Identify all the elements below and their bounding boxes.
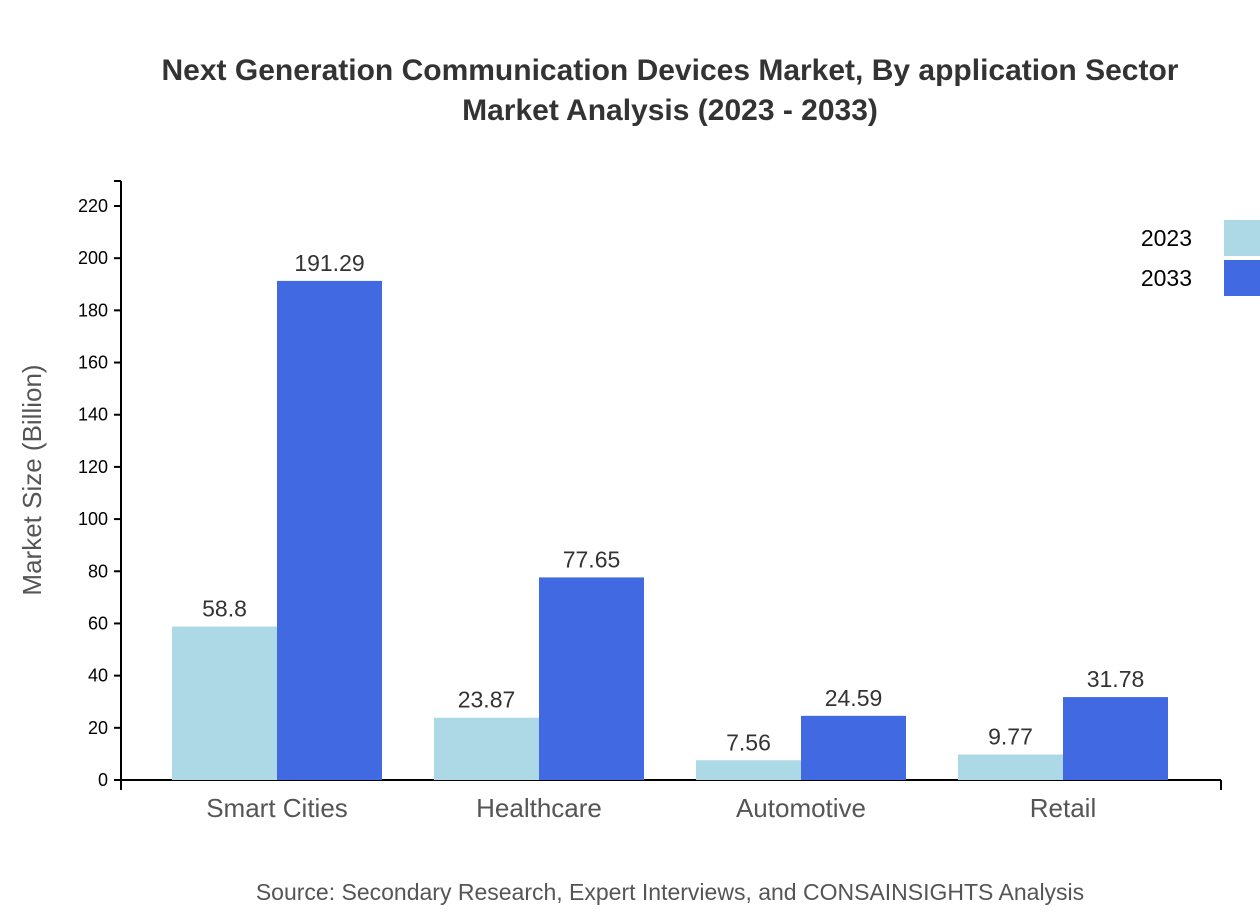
chart-title-line2: Market Analysis (2023 - 2033) — [462, 94, 878, 127]
bar-2023-smart-cities — [172, 626, 277, 780]
bar-2033-smart-cities — [277, 280, 382, 780]
bar-2033-automotive — [801, 715, 906, 780]
y-tick-label: 60 — [88, 613, 108, 633]
y-tick-label: 100 — [78, 509, 108, 529]
y-tick-label: 200 — [78, 248, 108, 268]
y-tick-label: 0 — [98, 770, 108, 790]
data-label: 7.56 — [726, 729, 771, 755]
x-tick-label: Retail — [1030, 793, 1096, 823]
x-tick-label: Healthcare — [476, 793, 602, 823]
data-label: 9.77 — [988, 724, 1033, 750]
data-label: 58.8 — [202, 596, 247, 622]
data-label: 31.78 — [1087, 666, 1145, 692]
bar-2023-healthcare — [434, 717, 539, 780]
y-axis-label: Market Size (Billion) — [17, 364, 47, 595]
legend-swatch-2023 — [1224, 220, 1260, 256]
chart-title-line1: Next Generation Communication Devices Ma… — [162, 54, 1179, 87]
source-note: Source: Secondary Research, Expert Inter… — [256, 879, 1084, 905]
y-tick-label: 160 — [78, 353, 108, 373]
y-tick-label: 220 — [78, 196, 108, 216]
y-tick-label: 20 — [88, 718, 108, 738]
x-tick-label: Smart Cities — [206, 793, 348, 823]
bar-2023-retail — [958, 754, 1063, 780]
legend-swatch-2033 — [1224, 260, 1260, 296]
x-tick-label: Automotive — [736, 793, 866, 823]
data-label: 77.65 — [563, 546, 621, 572]
y-tick-label: 120 — [78, 457, 108, 477]
y-tick-label: 40 — [88, 666, 108, 686]
data-label: 24.59 — [825, 685, 883, 711]
y-tick-label: 140 — [78, 405, 108, 425]
bar-2023-automotive — [696, 760, 801, 780]
legend-label: 2023 — [1141, 225, 1192, 251]
data-label: 23.87 — [458, 687, 516, 713]
data-label: 191.29 — [294, 250, 364, 276]
legend-label: 2033 — [1141, 265, 1192, 291]
bar-2033-healthcare — [539, 577, 644, 780]
y-tick-label: 180 — [78, 300, 108, 320]
y-tick-label: 80 — [88, 561, 108, 581]
bar-2033-retail — [1063, 697, 1168, 780]
